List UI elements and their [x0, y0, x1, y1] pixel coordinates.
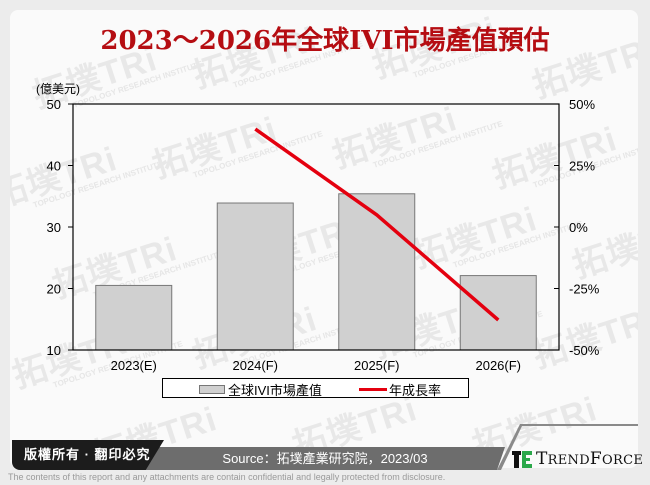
legend-line-label: 年成長率: [389, 383, 442, 398]
trendforce-logo: TRENDFORCE: [512, 446, 643, 472]
y-tick-label: 30: [47, 220, 61, 235]
y2-tick-label: 0%: [569, 220, 588, 235]
right-axis: -50% -25% 0% 25% 50%: [554, 97, 600, 358]
left-axis: 10 20 30 40 50: [47, 97, 73, 358]
y-tick-label: 50: [47, 97, 61, 112]
bar-2023(E): [95, 284, 173, 351]
source-label: Source：拓墣產業研究院，2023/03: [222, 451, 428, 466]
legend-bar-label: 全球IVI市場產值: [228, 383, 322, 398]
y2-tick-label: -50%: [569, 343, 600, 358]
y-tick-label: 40: [47, 159, 61, 174]
bar-swatch-icon: [199, 385, 225, 394]
line-swatch-icon: [359, 388, 387, 391]
legend-item-bar: 全球IVI市場產值: [199, 380, 322, 399]
bar-2024(F): [216, 202, 294, 351]
chart-title: 2023～2026年全球IVI市場產值預估: [100, 26, 550, 56]
y-tick-label: 10: [47, 343, 61, 358]
x-tick-label: 2025(F): [354, 358, 400, 373]
bar-2026(F): [459, 275, 537, 351]
x-axis: 2023(E) 2024(F) 2025(F) 2026(F): [111, 358, 521, 373]
x-tick-label: 2023(E): [111, 358, 157, 373]
copyright-label: 版權所有 · 翻印必究: [12, 440, 164, 470]
y-tick-label: 20: [47, 282, 61, 297]
y2-tick-label: 50%: [569, 97, 595, 112]
disclaimer-text: The contents of this report and any atta…: [8, 472, 446, 482]
trendforce-mark-icon: [512, 450, 532, 468]
x-tick-label: 2024(F): [232, 358, 278, 373]
x-tick-label: 2026(F): [475, 358, 521, 373]
legend-item-line: 年成長率: [359, 380, 441, 399]
bar-2025(F): [338, 193, 416, 351]
legend: 全球IVI市場產值 年成長率: [162, 378, 469, 398]
y-axis-unit-label: (億美元): [36, 82, 80, 96]
y2-tick-label: 25%: [569, 159, 595, 174]
bar-series: [95, 193, 537, 351]
trendforce-wordmark: TRENDFORCE: [536, 449, 644, 469]
growth-rate-line: [254, 127, 500, 322]
y2-tick-label: -25%: [569, 282, 600, 297]
